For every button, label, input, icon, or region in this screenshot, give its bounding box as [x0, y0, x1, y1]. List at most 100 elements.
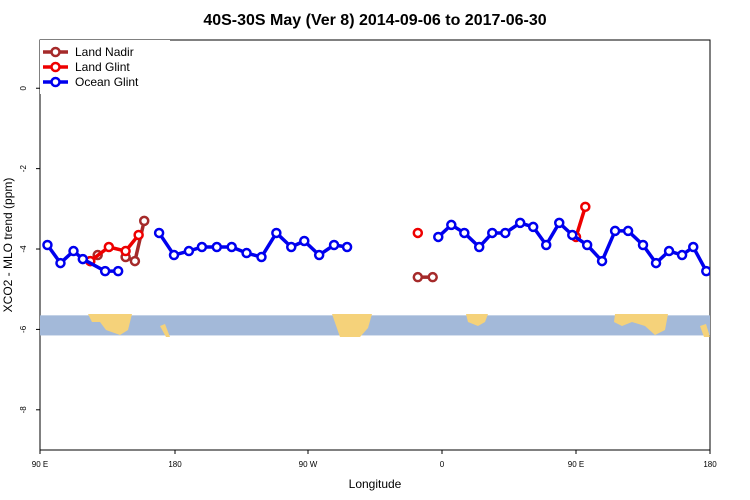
land-new-zealand — [700, 324, 710, 337]
data-point — [241, 247, 252, 259]
data-point — [459, 227, 470, 239]
data-point — [676, 249, 688, 261]
data-point — [580, 201, 591, 213]
land-australia — [614, 314, 668, 335]
data-point — [183, 245, 195, 257]
x-tick-label: 90 E — [568, 460, 584, 469]
x-axis: 90 E 180 90 W 0 90 E 180 — [32, 450, 717, 469]
data-point — [112, 265, 124, 277]
data-point — [226, 241, 237, 253]
data-point — [715, 249, 723, 257]
data-point — [717, 265, 725, 273]
y-axis-label: XCO2 - MLO trend (ppm) — [1, 178, 15, 313]
map-band — [40, 314, 710, 337]
data-point — [68, 245, 79, 257]
data-point — [133, 229, 144, 241]
data-point — [299, 235, 310, 247]
y-tick-label: -4 — [19, 245, 28, 253]
x-tick-label: 0 — [440, 460, 445, 469]
data-point — [99, 265, 111, 277]
series-line — [437, 221, 710, 273]
data-point — [446, 219, 457, 231]
data-point — [540, 239, 552, 251]
plot-frame — [39, 39, 711, 451]
x-tick-label: 90 W — [299, 460, 318, 469]
legend-swatch-marker — [50, 76, 61, 88]
data-point — [427, 271, 438, 283]
data-point — [514, 217, 526, 229]
data-point — [196, 241, 208, 253]
data-point — [581, 239, 593, 251]
y-tick-label: -2 — [19, 165, 28, 173]
data-point — [256, 251, 267, 263]
series-layer — [42, 201, 750, 283]
data-point — [103, 241, 115, 253]
legend-label: Ocean Glint — [75, 75, 139, 89]
series-line — [574, 206, 587, 238]
data-point — [42, 239, 53, 251]
data-point — [734, 243, 742, 251]
y-tick-label: 0 — [19, 85, 28, 90]
data-point — [719, 255, 727, 263]
land-africa — [466, 314, 488, 326]
y-tick-label: -8 — [19, 406, 28, 414]
data-point — [211, 241, 223, 253]
data-point — [717, 253, 725, 261]
ocean-band — [40, 315, 710, 336]
data-point — [77, 253, 89, 265]
data-point — [271, 227, 282, 239]
data-point — [554, 217, 565, 229]
series-line — [89, 233, 140, 263]
series-land-glint — [85, 201, 750, 267]
data-point — [596, 255, 608, 267]
x-tick-label: 90 E — [32, 460, 48, 469]
data-point — [622, 225, 634, 237]
data-point — [567, 229, 578, 241]
x-tick-label: 180 — [168, 460, 182, 469]
data-point — [650, 257, 662, 269]
data-point — [153, 227, 165, 239]
data-point — [129, 255, 141, 267]
x-axis-label: Longitude — [349, 477, 402, 491]
legend-item[interactable]: Ocean Glint — [43, 75, 139, 89]
y-axis: 0 -2 -4 -6 -8 — [19, 85, 40, 413]
legend-swatch-marker — [50, 46, 61, 58]
data-point — [487, 227, 498, 239]
data-point — [500, 227, 511, 239]
legend-item[interactable]: Land Glint — [43, 60, 130, 74]
data-point — [663, 245, 675, 257]
data-point — [725, 253, 733, 261]
legend-label: Land Nadir — [75, 45, 134, 59]
data-point — [701, 265, 710, 277]
data-point — [328, 239, 340, 251]
data-point — [286, 241, 297, 253]
data-point — [688, 241, 699, 253]
data-point — [637, 239, 649, 251]
data-point — [732, 267, 740, 275]
legend-label: Land Glint — [75, 60, 130, 74]
data-point — [341, 241, 353, 253]
chart-title: 40S-30S May (Ver 8) 2014-09-06 to 2017-0… — [203, 12, 546, 29]
series-ocean-glint — [42, 217, 750, 277]
y-tick-label: -6 — [19, 325, 28, 333]
data-point — [473, 241, 485, 253]
data-point — [412, 271, 424, 283]
series-line — [723, 235, 750, 259]
series-line — [719, 253, 750, 271]
land-south-america — [332, 314, 372, 337]
data-point — [120, 245, 131, 257]
data-point — [527, 221, 539, 233]
data-point — [55, 257, 66, 269]
data-point — [138, 215, 150, 227]
legend-swatch-marker — [50, 61, 61, 73]
data-point — [433, 231, 444, 243]
data-point — [412, 227, 424, 239]
land-australia — [75, 314, 132, 335]
data-point — [609, 225, 621, 237]
legend-item[interactable]: Land Nadir — [43, 45, 134, 59]
x-tick-label: 180 — [703, 460, 717, 469]
data-point — [168, 249, 180, 261]
data-point — [313, 249, 325, 261]
